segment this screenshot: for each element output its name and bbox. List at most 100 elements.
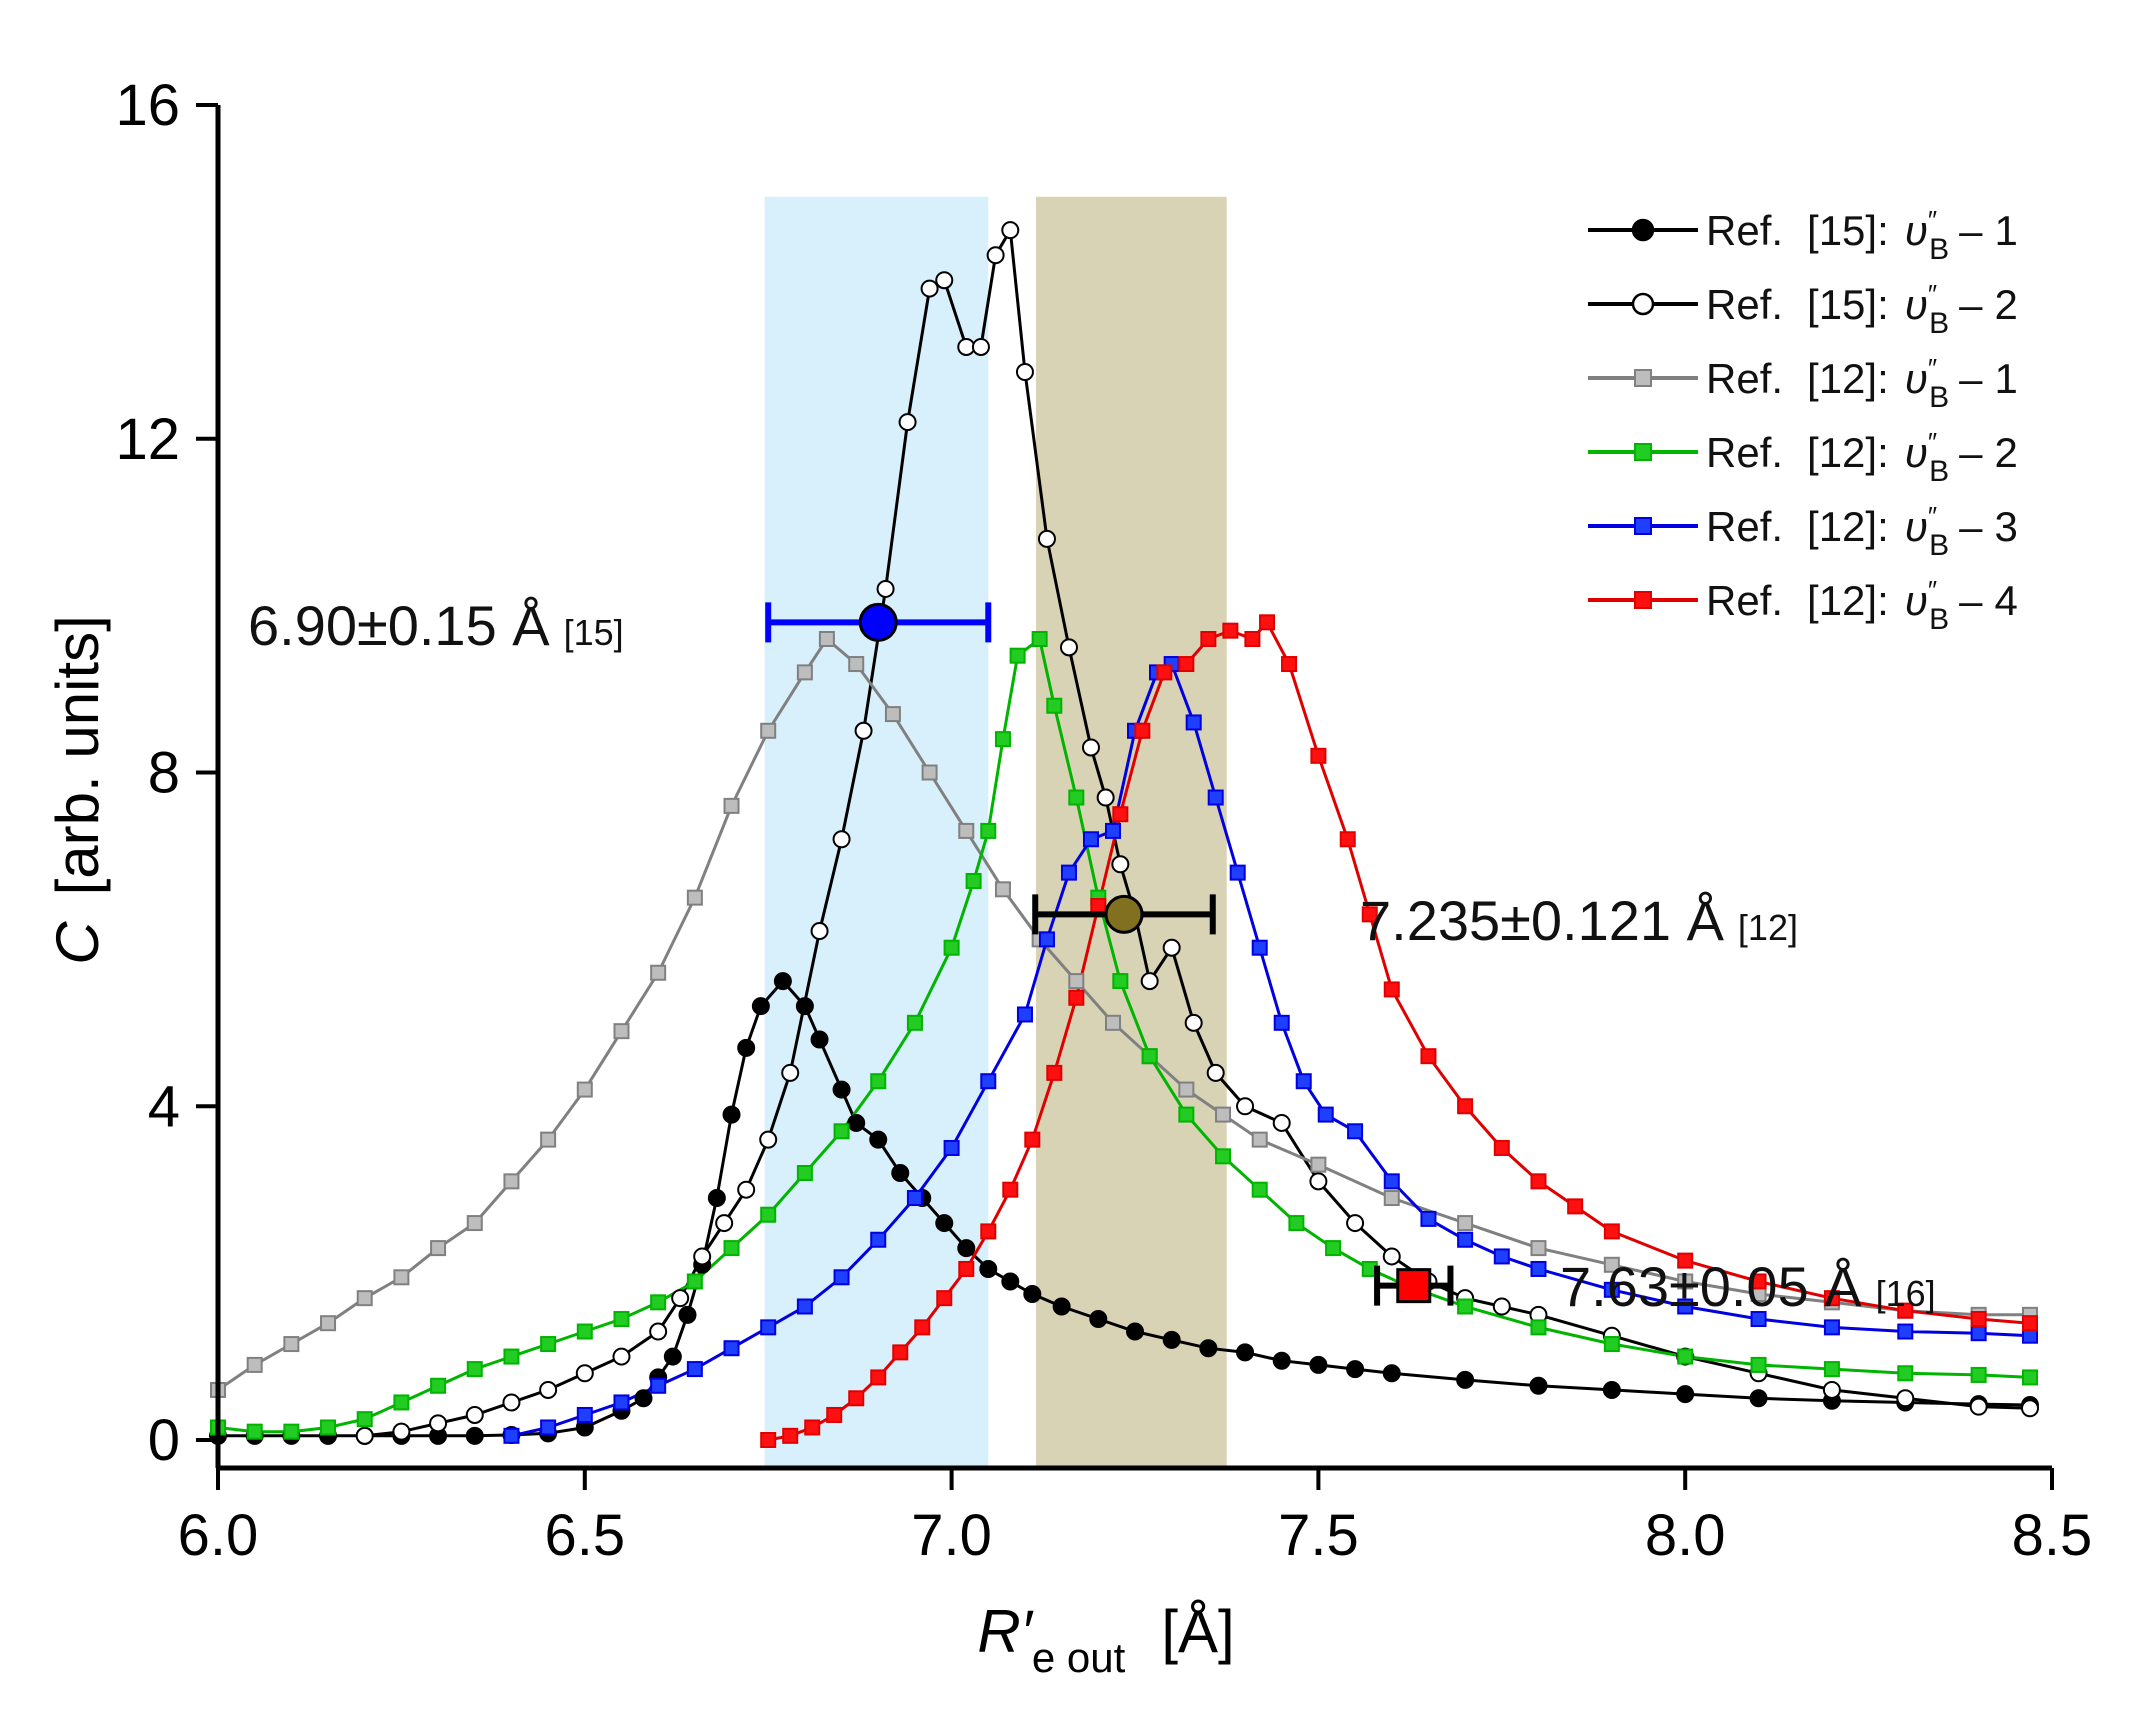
data-point [1206,1063,1225,1082]
data-point [1207,789,1224,806]
data-point [891,1164,910,1182]
data-point [671,1289,690,1308]
data-point [320,1315,337,1332]
data-point [854,721,873,740]
x-tick-label: 7.0 [911,1503,992,1568]
data-point [1038,931,1055,948]
data-point [876,579,895,598]
data-point [1068,789,1085,806]
data-point [1310,747,1327,764]
data-point [1037,529,1056,548]
legend-swatch-marker [1634,369,1652,387]
data-point [723,797,740,814]
data-point [1677,1273,1694,1290]
data-point [1111,855,1130,874]
data-point [760,722,777,739]
data-point [1530,1319,1547,1336]
annotation-ref12: 7.235±0.121 Å [12] [1360,889,1798,952]
data-point [1492,1297,1511,1316]
x-tick-label: 8.5 [2012,1503,2093,1568]
data-point [848,656,865,673]
data-point [1750,1356,1767,1373]
data-point [576,1081,593,1098]
data-point [393,1269,410,1286]
estimate-ref16 [1374,1265,1454,1306]
data-point [1281,656,1298,673]
data-point [1420,1048,1437,1065]
data-point [1677,1252,1694,1269]
data-point [1383,1190,1400,1207]
data-point [1603,1281,1620,1298]
data-point [430,1240,447,1257]
data-point [1970,1325,1987,1342]
legend-entry-series-ref12-v4: Ref. [12]: υ″ B –4 [1588,575,2018,636]
data-point [1750,1273,1767,1290]
data-point [355,1426,374,1445]
data-point [957,1239,976,1258]
data-point [356,1411,373,1428]
data-point [810,922,829,941]
y-tick-label: 8 [148,741,180,806]
data-point [980,1223,997,1240]
data-point [1295,1073,1312,1090]
data-point [1530,1173,1547,1190]
estimate-point [1396,1268,1432,1304]
data-point [796,1298,813,1315]
data-point [848,1390,865,1407]
x-tick-label: 6.5 [544,1503,625,1568]
data-point [921,764,938,781]
data-point [1383,981,1400,998]
legend-swatch-marker [1634,591,1652,609]
olive-band [1035,196,1227,1468]
y-axis-title: C [arb. units] [44,615,111,964]
data-point [2021,1369,2038,1386]
data-point [465,1426,484,1445]
legend-label: Ref. [12]: υ″ B –2 [1706,427,2018,488]
data-point [723,1240,740,1257]
data-point [943,939,960,956]
data-point [1089,1310,1108,1329]
data-point [1897,1302,1914,1319]
data-point [965,872,982,889]
data-point [884,706,901,723]
data-point [634,1389,653,1408]
data-point [1969,1397,1988,1416]
data-point [1749,1389,1768,1408]
data-point [649,1322,668,1341]
data-point [1222,622,1239,639]
y-tick-label: 0 [148,1408,180,1473]
data-point [1602,1380,1621,1399]
data-point [1156,664,1173,681]
data-point [1529,1376,1548,1395]
data-point [1126,1322,1144,1341]
data-point [1823,1361,1840,1378]
data-point [540,1419,557,1436]
data-point [1236,1343,1255,1362]
legend-entry-series-ref15-v1: Ref. [15]: υ″ B –1 [1588,205,2018,266]
data-point [540,1131,557,1148]
data-point [737,1038,756,1057]
data-point [1272,1351,1291,1370]
data-point [1259,614,1276,631]
data-point [503,1173,520,1190]
data-point [833,1269,850,1286]
legend-swatch-marker [1631,292,1655,316]
series-ref12-v1-points [210,631,2038,1398]
data-point [935,1214,954,1233]
data-point [1603,1256,1620,1273]
data-point [466,1361,483,1378]
data-point [1896,1389,1915,1408]
data-point [1970,1366,1987,1383]
data-point [1215,1148,1232,1165]
data-point [1346,1214,1365,1233]
legend-entry-series-ref15-v2: Ref. [15]: υ″ B –2 [1588,279,2018,340]
legend-label: Ref. [12]: υ″ B –1 [1706,353,2018,414]
data-point [796,1165,813,1181]
data-point [1456,1370,1475,1389]
legend-entry-series-ref12-v3: Ref. [12]: υ″ B –3 [1588,501,2018,562]
data-point [429,1414,448,1433]
data-point [760,1432,777,1448]
data-point [958,822,975,839]
data-point [1024,1131,1041,1148]
